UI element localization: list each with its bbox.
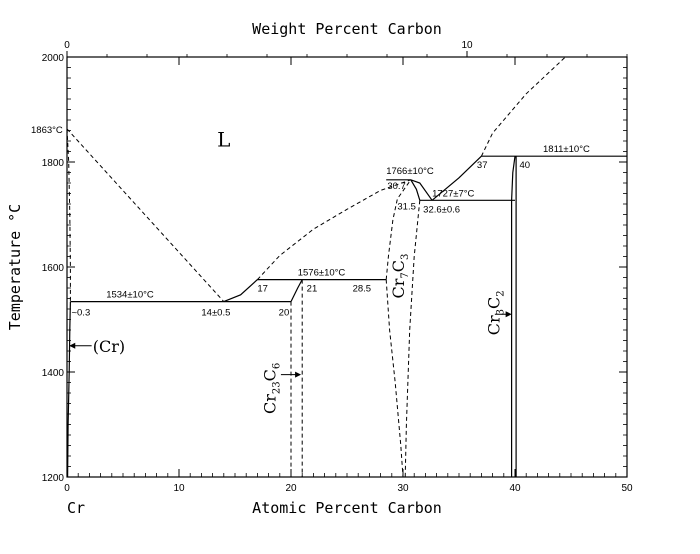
annotation-label: 30.7 [387, 181, 406, 192]
annotation-label: 1766±10°C [386, 166, 434, 177]
y-tick-label: 1200 [42, 473, 65, 484]
top-tick-label: 0 [64, 40, 70, 51]
liquidus-eutectic-rise [223, 279, 258, 303]
annotation-label: 17 [257, 284, 268, 295]
liquidus-high-c [480, 56, 566, 157]
phase-label-cr3c2-part: 3 [495, 309, 506, 315]
liquidus-cr7c3-peak [386, 179, 433, 201]
element-label-cr: Cr [67, 499, 85, 517]
annotation-label: 21 [307, 284, 318, 295]
phase-label-cr3c2-part: C [484, 297, 503, 309]
phase-label-cr23c6-part: C [260, 369, 279, 381]
phase-label-cr7c3-part: C [389, 260, 408, 272]
cr7c3-low-left [385, 279, 404, 478]
phase-label-cr7c3-part: Cr [389, 278, 408, 298]
x-tick-label: 0 [64, 483, 70, 494]
cr23c6-arrow-head [295, 371, 302, 378]
phase-label-cr7c3-part: 3 [400, 254, 411, 260]
phase-label-cr7c3: Cr7C3 [389, 254, 411, 299]
phase-boundaries [66, 56, 627, 478]
phase-label-cr3c2-part: Cr [484, 315, 503, 335]
y-axis-title: Temperature °C [6, 204, 24, 330]
plot-border [66, 56, 628, 478]
liquidus-to-cr3c2 [431, 155, 482, 201]
annotation-label: 28.5 [353, 284, 372, 295]
cr3c2-top [511, 156, 516, 201]
liquidus-cr-side [66, 128, 225, 302]
annotation-label: ~0.3 [71, 308, 90, 319]
phase-label-cr23c6-part: Cr [260, 394, 279, 414]
solvus-cr [67, 301, 71, 478]
phase-label-cr23c6-part: 6 [271, 363, 282, 369]
cr7c3-top-right [410, 179, 421, 201]
x-axis-title: Atomic Percent Carbon [252, 499, 442, 517]
top-tick-label: 10 [461, 40, 473, 51]
annotation-label: 1576±10°C [298, 268, 346, 279]
cr23c6-upper [290, 279, 303, 302]
axis-ticks [66, 51, 628, 478]
x-tick-label: 20 [285, 483, 297, 494]
cr3c2-arrow-head [505, 311, 512, 318]
x-tick-label: 50 [621, 483, 633, 494]
y-tick-label: 2000 [42, 53, 65, 64]
annotation-label: 20 [279, 308, 290, 319]
y-tick-label: 1600 [42, 263, 65, 274]
phase-label-cr3c2-part: 2 [495, 290, 506, 296]
phase-label-cr7c3-part: 7 [400, 272, 411, 278]
annotation-label: 37 [477, 160, 488, 171]
top-axis-title: Weight Percent Carbon [252, 20, 442, 38]
phase-label-cr: (Cr) [93, 337, 125, 356]
annotation-label: 1534±10°C [106, 290, 154, 301]
annotation-label: 40 [519, 160, 530, 171]
annotation-label: 32.6±0.6 [423, 204, 460, 215]
liquid-phase-label: L [217, 127, 230, 151]
cr-arrow-head [69, 342, 76, 349]
phase-label-cr23c6: Cr23C6 [260, 363, 282, 414]
annotation-label: 1863°C [31, 125, 63, 136]
plot-frame [66, 56, 628, 478]
labels: 0 10 20 30 40 50 1200 1400 1600 1800 2000 0 10 Weight… [6, 20, 633, 517]
x-tick-label: 10 [173, 483, 185, 494]
phase-label-cr3c2: Cr3C2 [484, 290, 506, 335]
annotation-label: 14±0.5 [201, 308, 230, 319]
phase-label-cr23c6-part: 23 [271, 381, 282, 394]
x-tick-label: 40 [509, 483, 521, 494]
annotation-label: 1727±7°C [432, 188, 474, 199]
annotation-label: 1811±10°C [543, 144, 590, 155]
y-tick-label: 1400 [42, 368, 65, 379]
cr7c3-right-boundary [404, 200, 421, 478]
x-tick-label: 30 [397, 483, 409, 494]
annotation-label: 31.5 [397, 201, 416, 212]
cr7c3-left-boundary [385, 179, 412, 280]
y-tick-label: 1800 [42, 158, 65, 169]
